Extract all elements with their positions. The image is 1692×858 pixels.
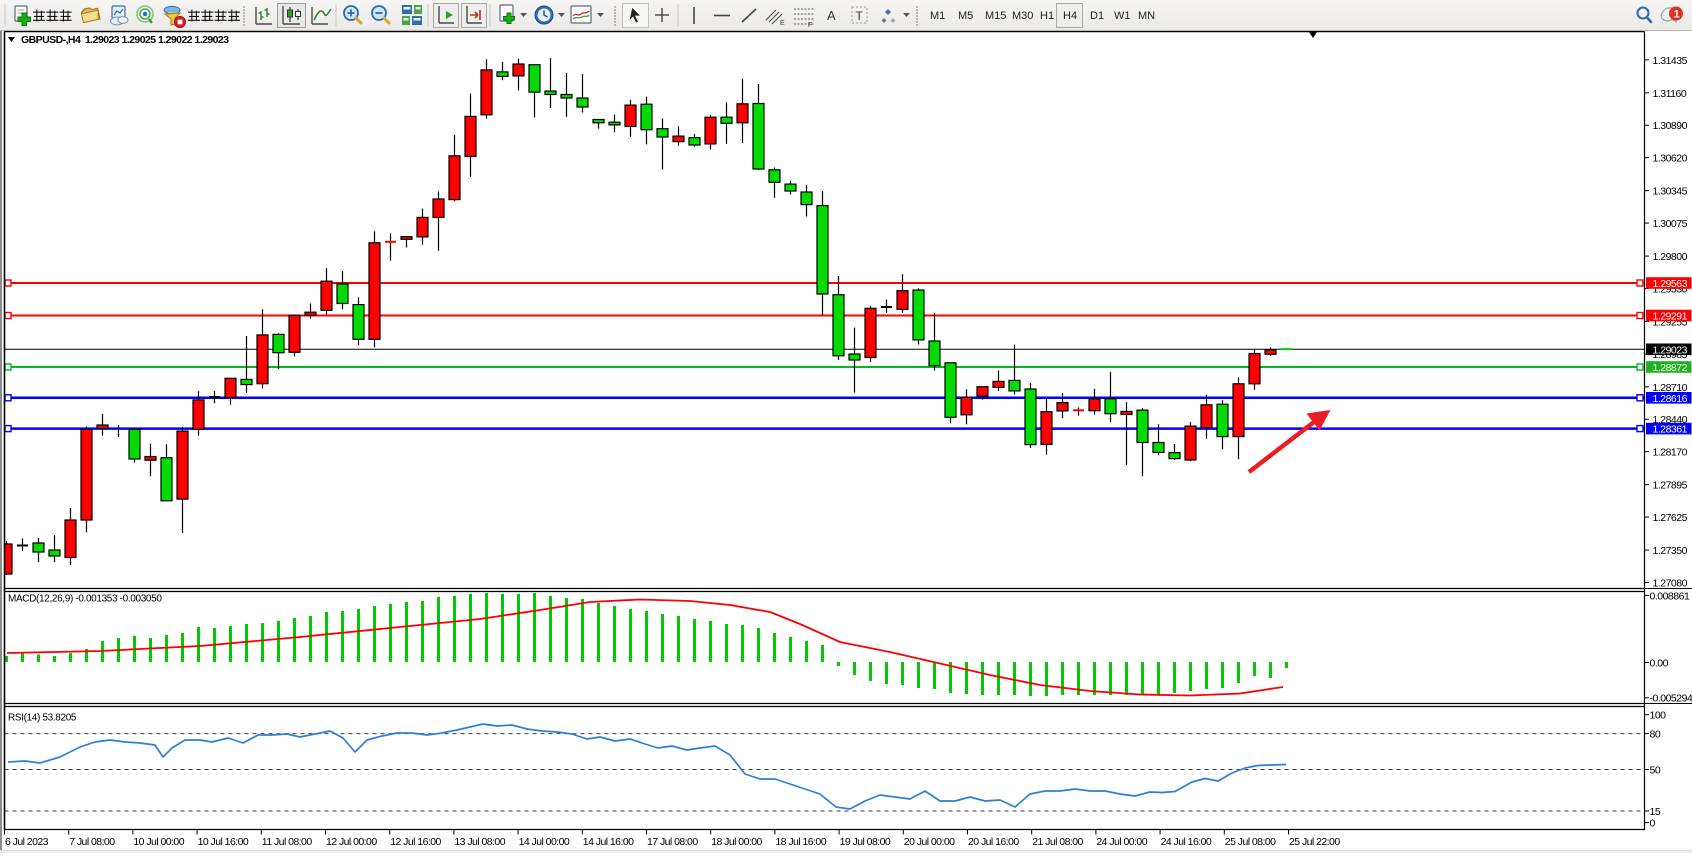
svg-text:7 Jul 08:00: 7 Jul 08:00 — [69, 836, 115, 848]
svg-text:14 Jul 16:00: 14 Jul 16:00 — [583, 836, 634, 848]
svg-text:0: 0 — [1650, 818, 1656, 830]
svg-text:14 Jul 00:00: 14 Jul 00:00 — [519, 836, 570, 848]
svg-text:1: 1 — [1674, 9, 1680, 21]
svg-text:12 Jul 00:00: 12 Jul 00:00 — [326, 836, 377, 848]
svg-text:F: F — [808, 22, 812, 29]
svg-text:RSI(14) 53.8205: RSI(14) 53.8205 — [8, 713, 77, 724]
svg-text:D1: D1 — [1090, 10, 1104, 22]
svg-text:M5: M5 — [958, 10, 973, 22]
svg-text:GBPUSD-,H4 1.29023 1.29025 1.: GBPUSD-,H4 1.29023 1.29025 1.29022 1.290… — [21, 34, 229, 46]
svg-text:E: E — [780, 20, 785, 27]
svg-text:1.28361: 1.28361 — [1653, 424, 1688, 436]
svg-text:M1: M1 — [930, 10, 945, 22]
svg-text:1.30620: 1.30620 — [1653, 153, 1688, 165]
svg-text:25 Jul 08:00: 25 Jul 08:00 — [1225, 836, 1276, 848]
svg-text:A: A — [827, 8, 836, 23]
svg-text:6 Jul 2023: 6 Jul 2023 — [5, 836, 49, 848]
svg-text:MACD(12,26,9) -0.001353 -0.003: MACD(12,26,9) -0.001353 -0.003050 — [8, 594, 162, 605]
svg-text:20 Jul 00:00: 20 Jul 00:00 — [904, 836, 955, 848]
svg-text:-0.005294: -0.005294 — [1650, 693, 1692, 705]
svg-text:1.29291: 1.29291 — [1653, 311, 1688, 323]
svg-text:24 Jul 00:00: 24 Jul 00:00 — [1096, 836, 1147, 848]
svg-text:1.29563: 1.29563 — [1653, 278, 1688, 290]
svg-text:17 Jul 08:00: 17 Jul 08:00 — [647, 836, 698, 848]
svg-text:H1: H1 — [1040, 10, 1054, 22]
svg-text:1.30890: 1.30890 — [1653, 120, 1688, 132]
svg-text:15: 15 — [1650, 806, 1661, 818]
svg-text:13 Jul 08:00: 13 Jul 08:00 — [454, 836, 505, 848]
svg-text:100: 100 — [1650, 710, 1667, 722]
svg-text:1.28616: 1.28616 — [1653, 393, 1688, 405]
svg-text:1.27895: 1.27895 — [1653, 480, 1688, 492]
svg-text:19 Jul 08:00: 19 Jul 08:00 — [840, 836, 891, 848]
svg-text:0.00: 0.00 — [1650, 657, 1669, 669]
svg-text:25 Jul 22:00: 25 Jul 22:00 — [1289, 836, 1340, 848]
svg-text:1.27625: 1.27625 — [1653, 512, 1688, 524]
svg-text:T: T — [856, 9, 864, 23]
svg-text:1.31435: 1.31435 — [1653, 55, 1688, 67]
svg-text:18 Jul 00:00: 18 Jul 00:00 — [711, 836, 762, 848]
svg-text:H4: H4 — [1063, 10, 1077, 22]
svg-text:MN: MN — [1138, 10, 1155, 22]
svg-text:1.28872: 1.28872 — [1653, 362, 1688, 374]
svg-text:10 Jul 00:00: 10 Jul 00:00 — [133, 836, 184, 848]
svg-text:20 Jul 16:00: 20 Jul 16:00 — [968, 836, 1019, 848]
svg-text:1.30345: 1.30345 — [1653, 186, 1688, 198]
svg-text:50: 50 — [1650, 764, 1661, 776]
svg-text:18 Jul 16:00: 18 Jul 16:00 — [775, 836, 826, 848]
svg-text:1.27080: 1.27080 — [1653, 577, 1688, 589]
svg-text:80: 80 — [1650, 729, 1661, 741]
svg-text:0.008861: 0.008861 — [1650, 590, 1690, 602]
svg-text:24 Jul 16:00: 24 Jul 16:00 — [1161, 836, 1212, 848]
svg-text:11 Jul 08:00: 11 Jul 08:00 — [262, 836, 313, 848]
svg-text:12 Jul 16:00: 12 Jul 16:00 — [390, 836, 441, 848]
svg-text:1.30075: 1.30075 — [1653, 218, 1688, 230]
svg-text:21 Jul 08:00: 21 Jul 08:00 — [1032, 836, 1083, 848]
svg-text:1.31160: 1.31160 — [1653, 88, 1687, 100]
svg-text:W1: W1 — [1114, 10, 1131, 22]
svg-text:1.29023: 1.29023 — [1653, 344, 1688, 356]
svg-text:M30: M30 — [1012, 10, 1033, 22]
svg-text:10 Jul 16:00: 10 Jul 16:00 — [198, 836, 249, 848]
svg-text:1.29800: 1.29800 — [1653, 251, 1688, 263]
svg-text:1.28170: 1.28170 — [1653, 447, 1688, 459]
svg-text:1.27350: 1.27350 — [1653, 545, 1688, 557]
svg-text:M15: M15 — [985, 10, 1006, 22]
